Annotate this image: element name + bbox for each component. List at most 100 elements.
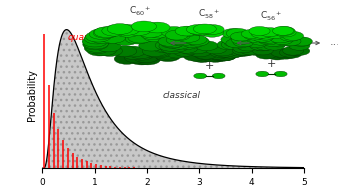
- Circle shape: [201, 25, 224, 34]
- Circle shape: [244, 31, 265, 40]
- Circle shape: [244, 33, 265, 42]
- Circle shape: [255, 31, 276, 40]
- Circle shape: [177, 33, 200, 42]
- Circle shape: [284, 47, 305, 56]
- Circle shape: [251, 29, 272, 38]
- Circle shape: [94, 27, 119, 38]
- Circle shape: [267, 51, 288, 60]
- Circle shape: [100, 33, 125, 43]
- Text: +: +: [267, 59, 276, 69]
- Circle shape: [89, 29, 115, 40]
- Circle shape: [235, 33, 258, 43]
- Circle shape: [126, 25, 151, 36]
- Circle shape: [291, 37, 312, 46]
- Circle shape: [131, 21, 156, 32]
- Text: C$_{60}$$^+$: C$_{60}$$^+$: [129, 5, 152, 19]
- Y-axis label: Probability: Probability: [27, 70, 37, 121]
- Circle shape: [221, 35, 244, 44]
- Circle shape: [274, 71, 287, 77]
- Circle shape: [143, 31, 168, 42]
- Circle shape: [84, 43, 110, 54]
- Circle shape: [217, 40, 240, 50]
- Circle shape: [146, 47, 171, 58]
- Circle shape: [229, 39, 250, 48]
- Circle shape: [91, 45, 117, 56]
- Circle shape: [165, 30, 188, 40]
- Circle shape: [128, 48, 154, 59]
- Circle shape: [236, 35, 259, 44]
- Circle shape: [175, 43, 198, 53]
- Circle shape: [194, 50, 217, 60]
- Circle shape: [204, 52, 227, 62]
- Circle shape: [145, 46, 170, 57]
- Text: classical: classical: [163, 91, 201, 100]
- Circle shape: [112, 46, 137, 57]
- Circle shape: [173, 46, 196, 56]
- Circle shape: [246, 39, 267, 48]
- Circle shape: [84, 42, 110, 52]
- Circle shape: [171, 36, 194, 46]
- Circle shape: [201, 27, 224, 37]
- Circle shape: [97, 46, 122, 56]
- Circle shape: [113, 35, 138, 45]
- Circle shape: [256, 71, 269, 77]
- Circle shape: [156, 32, 182, 43]
- Circle shape: [186, 36, 209, 46]
- Circle shape: [161, 26, 187, 37]
- Circle shape: [159, 41, 182, 51]
- Circle shape: [167, 40, 193, 51]
- Circle shape: [222, 29, 245, 38]
- Text: ...: ...: [330, 37, 338, 47]
- Circle shape: [249, 26, 270, 36]
- Circle shape: [166, 35, 189, 45]
- Text: +: +: [205, 61, 214, 71]
- Text: C$_{58}$$^+$: C$_{58}$$^+$: [198, 8, 221, 21]
- Circle shape: [241, 29, 262, 38]
- Circle shape: [107, 24, 132, 34]
- Circle shape: [192, 53, 215, 62]
- Circle shape: [170, 44, 195, 55]
- Circle shape: [82, 36, 107, 47]
- Circle shape: [233, 32, 254, 41]
- Circle shape: [265, 29, 286, 39]
- Circle shape: [231, 32, 251, 41]
- Circle shape: [182, 38, 204, 48]
- Circle shape: [214, 47, 237, 57]
- Circle shape: [245, 46, 266, 55]
- Circle shape: [83, 38, 108, 49]
- Circle shape: [188, 47, 211, 57]
- Circle shape: [252, 33, 273, 42]
- Circle shape: [195, 41, 218, 51]
- Circle shape: [226, 39, 247, 48]
- Circle shape: [138, 27, 163, 37]
- Circle shape: [214, 51, 237, 61]
- Circle shape: [129, 54, 154, 65]
- Circle shape: [230, 47, 253, 57]
- Circle shape: [240, 46, 262, 55]
- Circle shape: [189, 25, 212, 35]
- Text: quantum: quantum: [67, 33, 108, 42]
- Circle shape: [189, 26, 212, 36]
- Circle shape: [272, 26, 294, 35]
- Circle shape: [155, 42, 180, 53]
- Circle shape: [142, 46, 168, 57]
- Circle shape: [256, 50, 277, 59]
- Circle shape: [135, 54, 161, 65]
- Circle shape: [166, 30, 191, 41]
- Circle shape: [115, 26, 140, 37]
- Circle shape: [275, 50, 296, 59]
- Circle shape: [233, 44, 254, 53]
- Circle shape: [255, 34, 276, 43]
- Circle shape: [250, 36, 272, 45]
- Circle shape: [161, 38, 184, 48]
- Circle shape: [283, 46, 304, 55]
- Circle shape: [184, 51, 207, 61]
- Circle shape: [194, 50, 217, 59]
- Circle shape: [252, 42, 273, 51]
- Circle shape: [281, 49, 302, 58]
- Circle shape: [234, 47, 256, 56]
- Circle shape: [280, 37, 301, 46]
- Circle shape: [227, 30, 250, 40]
- Circle shape: [155, 51, 180, 62]
- Circle shape: [274, 26, 295, 36]
